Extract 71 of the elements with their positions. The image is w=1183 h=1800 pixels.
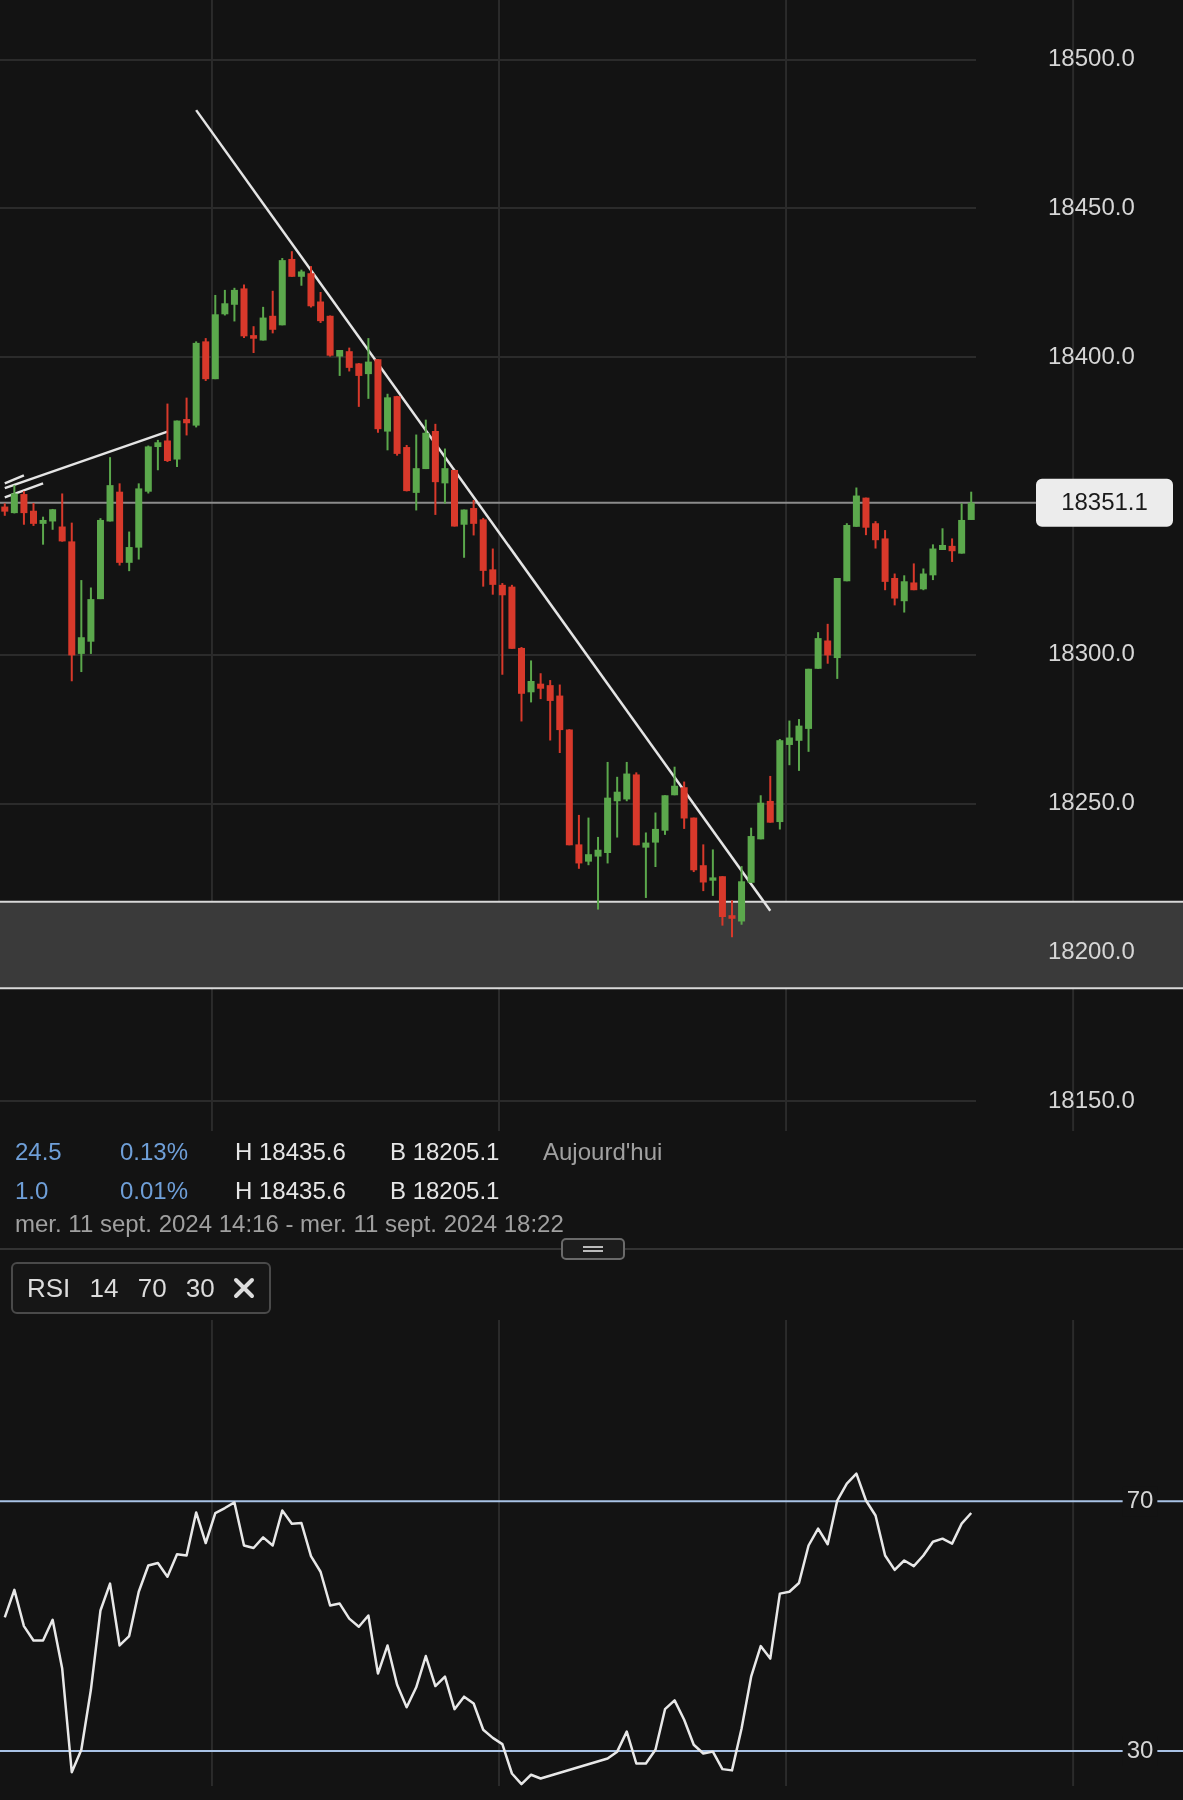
y-tick-label: 30 — [1126, 1735, 1154, 1763]
candlestick — [613, 775, 621, 839]
candlestick — [39, 515, 47, 546]
candlestick — [498, 582, 506, 676]
candlestick — [967, 490, 975, 521]
candlestick — [470, 499, 478, 537]
candlestick — [58, 492, 66, 543]
candlestick — [221, 288, 229, 317]
y-tick-label: 18300.0 — [1048, 639, 1135, 667]
candlestick — [163, 402, 171, 463]
y-tick-label: 70 — [1126, 1485, 1154, 1513]
candlestick — [269, 289, 277, 335]
candlestick — [728, 899, 736, 939]
text: 0.13% — [120, 1138, 189, 1166]
candlestick — [489, 547, 497, 596]
y-tick-label: 18500.0 — [1048, 44, 1135, 72]
candlestick — [671, 765, 679, 797]
candlestick — [441, 447, 449, 505]
text: 24.5 — [15, 1138, 62, 1166]
candlestick — [584, 816, 592, 867]
candlestick — [900, 574, 908, 614]
candlestick — [651, 811, 659, 868]
ref-line-label: 18351.1 — [1061, 488, 1148, 516]
chart-title: RSI 14 70 30 — [27, 1272, 215, 1304]
y-tick-label: 18250.0 — [1048, 788, 1135, 816]
candlestick — [795, 718, 803, 772]
text: H 18435.6 — [235, 1138, 346, 1166]
candlestick — [355, 362, 363, 408]
candlestick — [785, 719, 793, 767]
candlestick — [183, 396, 191, 437]
y-tick-label: 18200.0 — [1048, 937, 1135, 965]
candlestick — [642, 831, 650, 899]
text: Aujourd'hui — [543, 1138, 663, 1166]
candlestick — [872, 520, 880, 550]
candlestick — [891, 572, 899, 607]
y-tick-label: 18400.0 — [1048, 341, 1135, 369]
candlestick — [336, 349, 344, 377]
candlestick — [824, 622, 832, 665]
text: 1.0 — [15, 1177, 49, 1205]
candlestick — [125, 530, 133, 573]
text: mer. 11 sept. 2024 14:16 - mer. 11 sept. 2024 18:22 — [15, 1210, 564, 1238]
candlestick — [948, 537, 956, 563]
y-tick-label: 18450.0 — [1048, 192, 1135, 220]
candlestick — [766, 774, 774, 824]
candlestick — [910, 562, 918, 592]
text: H 18435.6 — [235, 1177, 346, 1205]
candlestick — [250, 325, 258, 354]
candlestick — [10, 484, 18, 515]
y-tick-label: 18150.0 — [1048, 1085, 1135, 1113]
text: B 18205.1 — [390, 1138, 500, 1166]
text: 0.01% — [120, 1177, 189, 1205]
candlestick — [317, 290, 325, 324]
candlestick — [919, 567, 927, 592]
candlestick — [364, 337, 372, 400]
candlestick — [77, 579, 85, 674]
candlestick — [230, 286, 238, 323]
candlestick — [546, 679, 554, 742]
candlestick — [259, 305, 267, 342]
candlestick — [537, 672, 545, 701]
candlestick — [154, 438, 162, 472]
candlestick — [345, 346, 353, 373]
candlestick — [288, 250, 296, 278]
candlestick — [699, 843, 707, 893]
candlestick — [29, 502, 37, 527]
candlestick — [575, 813, 583, 870]
candlestick — [460, 508, 468, 559]
candlestick — [527, 659, 535, 704]
candlestick — [20, 490, 28, 526]
candlestick — [709, 848, 717, 897]
text: B 18205.1 — [390, 1177, 500, 1205]
candlestick — [594, 835, 602, 911]
